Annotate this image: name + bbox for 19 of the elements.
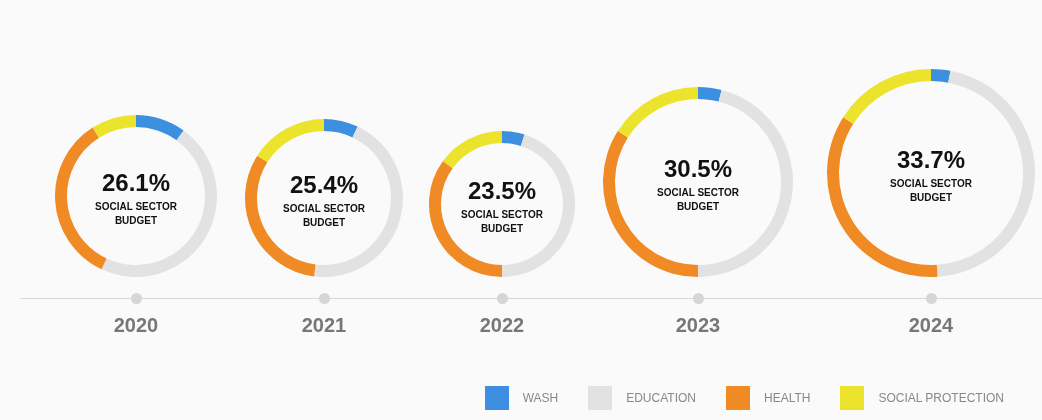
text: 26.1% <box>100 169 172 196</box>
legend-label: HEALTH <box>763 391 811 405</box>
legend-label: SOCIAL PROTECTION <box>878 391 1004 405</box>
text: SOCIAL SECTOR BUDGET <box>94 200 178 228</box>
text: 2023 <box>674 314 722 337</box>
text: SOCIAL SECTOR BUDGET <box>656 186 740 214</box>
text: 23.5% <box>466 177 538 204</box>
text: 30.5% <box>662 155 734 182</box>
text: 33.7% <box>895 146 967 173</box>
text: SOCIAL SECTOR BUDGET <box>460 208 544 236</box>
legend-label: EDUCATION <box>626 391 696 405</box>
text: 2022 <box>478 314 526 337</box>
legend-label: WASH <box>522 391 559 405</box>
text: SOCIAL SECTOR BUDGET <box>282 202 366 230</box>
text: 2021 <box>300 314 348 337</box>
text: 2024 <box>907 314 955 337</box>
text: SOCIAL SECTOR BUDGET <box>889 177 973 205</box>
text: 2020 <box>112 314 160 337</box>
text: 25.4% <box>288 171 360 198</box>
